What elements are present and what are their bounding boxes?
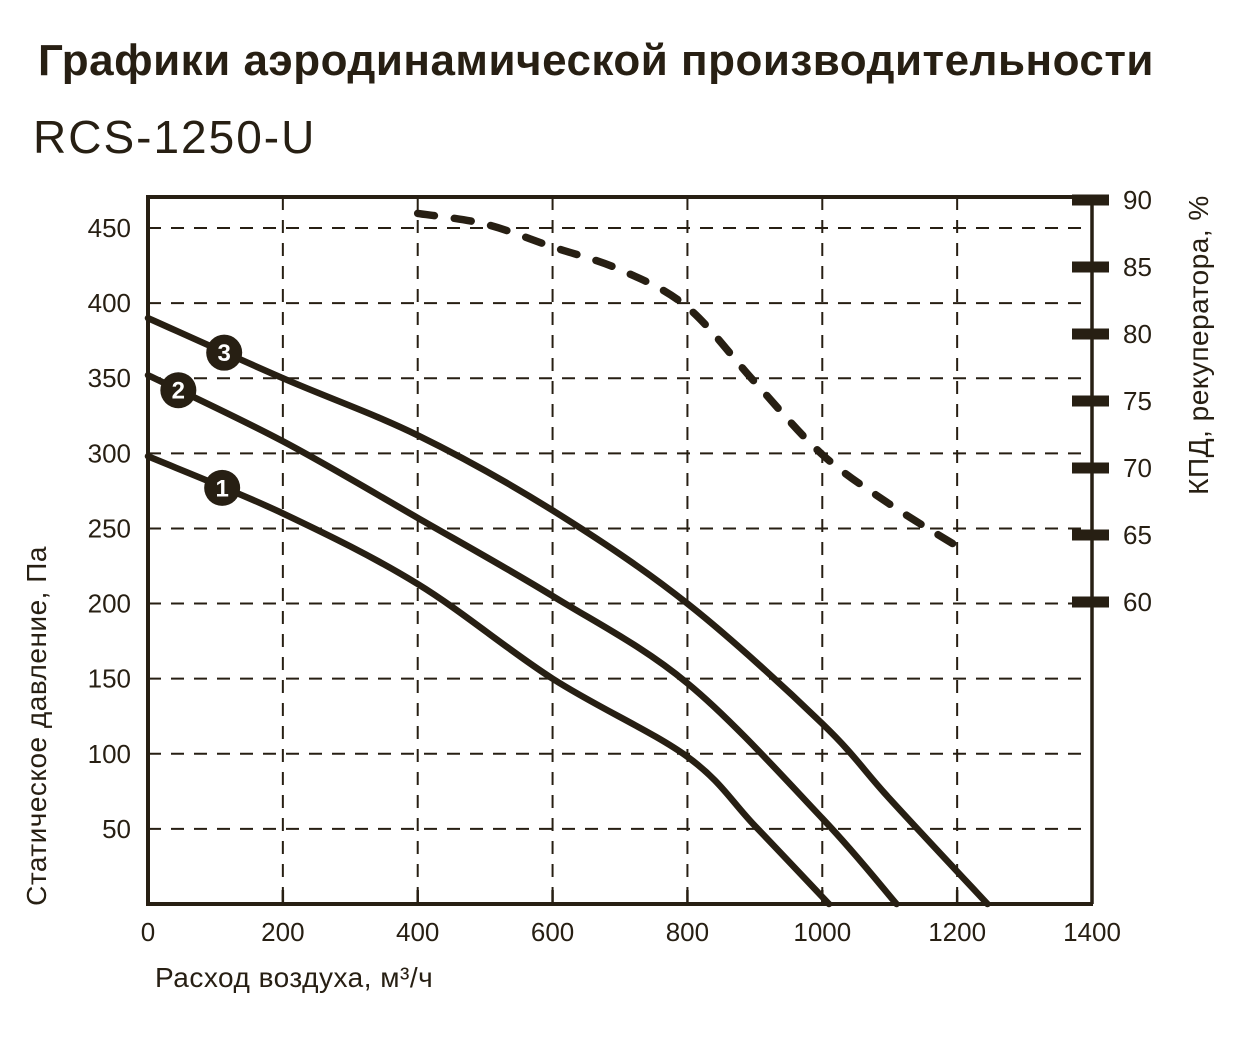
right-tick-75: [1072, 395, 1109, 407]
model-name: RCS-1250-U: [33, 111, 317, 163]
right-tick-90: [1072, 194, 1109, 206]
x-tick-label-600: 600: [531, 917, 574, 947]
yright-tick-label-85: 85: [1123, 252, 1152, 282]
x-axis-title: Расход воздуха, м³/ч: [155, 962, 433, 993]
yright-tick-label-90: 90: [1123, 185, 1152, 215]
yleft-tick-label-100: 100: [88, 739, 131, 769]
x-tick-label-1000: 1000: [793, 917, 851, 947]
marker-label-2: 2: [172, 378, 185, 405]
right-tick-80: [1072, 328, 1109, 340]
yleft-tick-label-150: 150: [88, 664, 131, 694]
yright-tick-label-65: 65: [1123, 520, 1152, 550]
yright-tick-label-80: 80: [1123, 319, 1152, 349]
x-tick-label-1200: 1200: [928, 917, 986, 947]
marker-2: [160, 372, 197, 409]
series-curve-2: [144, 371, 900, 908]
series-efficiency: [413, 209, 965, 553]
marker-1: [204, 469, 241, 506]
y-right-axis-title: КПД, рекуператора, %: [1183, 195, 1214, 495]
x-tick-label-800: 800: [666, 917, 709, 947]
series-curve-1: [144, 453, 833, 908]
yleft-tick-label-50: 50: [102, 814, 131, 844]
x-tick-label-400: 400: [396, 917, 439, 947]
yleft-tick-label-250: 250: [88, 513, 131, 543]
page-title: Графики аэродинамической производительно…: [38, 36, 1154, 85]
x-tick-label-200: 200: [261, 917, 304, 947]
right-tick-70: [1072, 462, 1109, 474]
marker-label-1: 1: [215, 475, 228, 502]
yright-tick-label-75: 75: [1123, 386, 1152, 416]
right-tick-65: [1072, 529, 1109, 541]
yleft-tick-label-200: 200: [88, 589, 131, 619]
yright-tick-label-70: 70: [1123, 453, 1152, 483]
yleft-tick-label-300: 300: [88, 438, 131, 468]
yleft-tick-label-400: 400: [88, 288, 131, 318]
marker-3: [206, 334, 243, 371]
yright-tick-label-60: 60: [1123, 587, 1152, 617]
x-tick-label-1400: 1400: [1063, 917, 1121, 947]
marker-label-3: 3: [218, 340, 231, 367]
x-tick-label-0: 0: [141, 917, 155, 947]
series-curve-3: [144, 314, 991, 908]
right-tick-85: [1072, 261, 1109, 273]
y-left-axis-title: Статическое давление, Па: [21, 546, 52, 906]
yleft-tick-label-350: 350: [88, 363, 131, 393]
right-tick-60: [1072, 596, 1109, 608]
yleft-tick-label-450: 450: [88, 213, 131, 243]
